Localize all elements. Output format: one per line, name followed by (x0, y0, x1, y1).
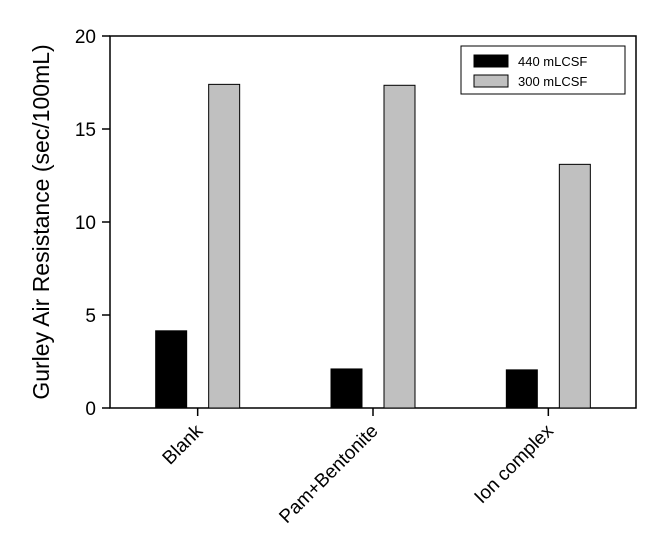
legend-label: 300 mLCSF (518, 74, 587, 89)
y-tick-label: 5 (85, 306, 96, 327)
bar-440-1 (330, 368, 363, 409)
bar-300-2 (558, 163, 591, 409)
bar-300-1 (383, 84, 416, 409)
legend-swatch (473, 74, 509, 88)
legend-label: 440 mLCSF (518, 54, 587, 69)
y-tick-label: 20 (75, 27, 96, 48)
x-tick-label: Blank (159, 420, 208, 469)
x-tick-label: Ion complex (471, 420, 559, 508)
legend-swatch (473, 54, 509, 68)
bar-440-0 (155, 330, 188, 409)
y-axis: 0 5 10 15 20 (75, 27, 110, 420)
y-tick-label: 0 (85, 399, 96, 420)
x-axis: Blank Pam+Bentonite Ion complex (159, 408, 558, 528)
legend: 440 mLCSF 300 mLCSF (460, 45, 626, 95)
x-tick-label: Pam+Bentonite (275, 421, 382, 528)
y-axis-title: Gurley Air Resistance (sec/100mL) (28, 44, 54, 399)
bars-group (155, 83, 591, 409)
bar-300-0 (208, 83, 241, 409)
y-tick-label: 10 (75, 213, 96, 234)
bar-440-2 (505, 369, 538, 409)
y-tick-label: 15 (75, 120, 96, 141)
